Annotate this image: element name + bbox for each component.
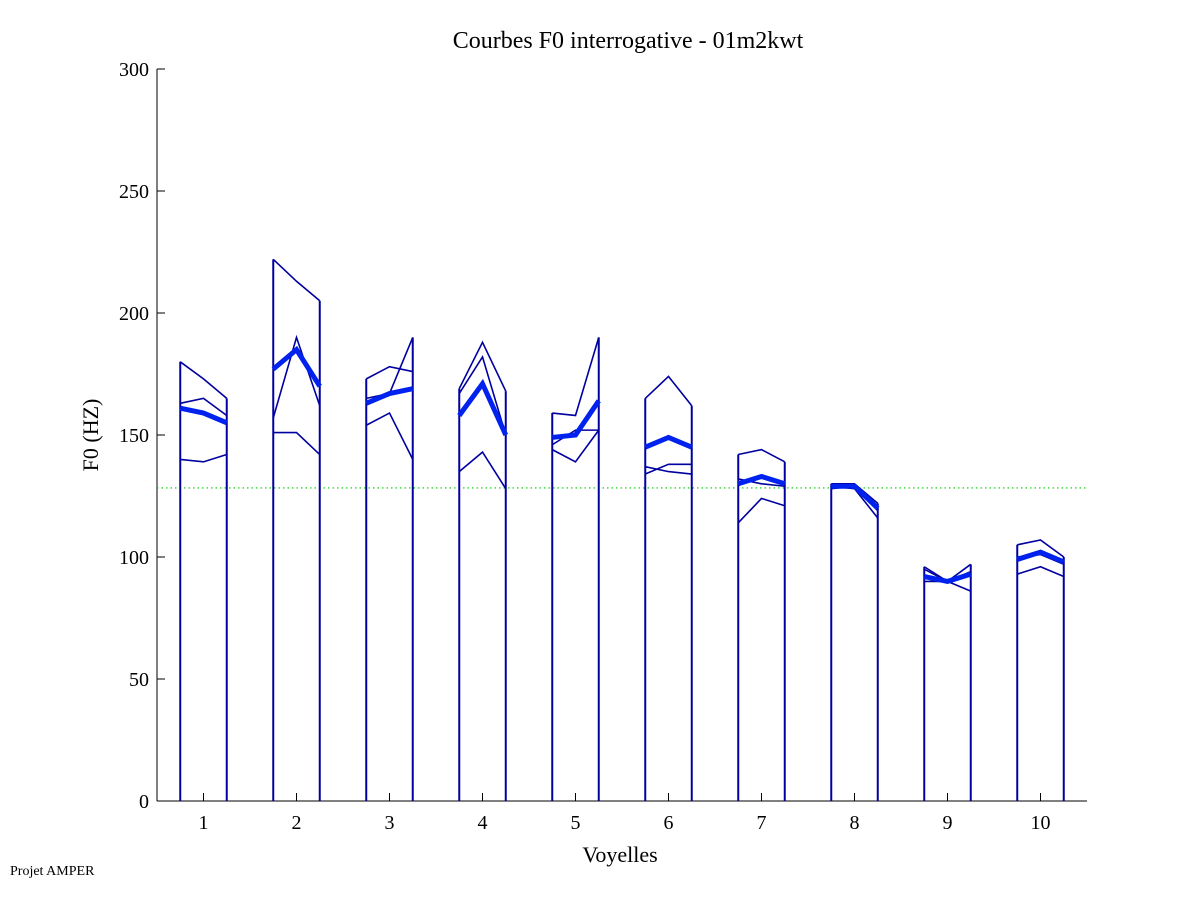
- x-tick-label: 7: [757, 812, 767, 834]
- vowel-group-7: [737, 448, 786, 801]
- f0-curve: [180, 453, 227, 463]
- f0-curve: [273, 431, 321, 456]
- vowel-group-6: [644, 375, 693, 801]
- f0-mean-curve: [551, 399, 601, 440]
- x-axis-label: Voyelles: [582, 842, 657, 867]
- vowel-group-8: [830, 482, 880, 801]
- f0-mean-curve: [457, 378, 509, 437]
- y-tick-label: 0: [139, 791, 149, 813]
- data-marks: [157, 258, 1087, 801]
- f0-curve: [365, 365, 413, 380]
- vowel-group-10: [1016, 539, 1065, 801]
- x-tick-label: 1: [199, 812, 209, 834]
- f0-curve: [551, 429, 600, 463]
- f0-curve: [737, 497, 785, 524]
- f0-curve: [458, 355, 507, 436]
- x-tick-label: 5: [571, 812, 581, 834]
- f0-mean-curve: [923, 571, 972, 584]
- y-axis-label: F0 (HZ): [78, 399, 103, 472]
- y-tick-label: 100: [119, 547, 149, 569]
- x-tick-label: 4: [478, 812, 488, 834]
- f0-mean-curve: [271, 345, 322, 388]
- vowel-group-5: [551, 337, 601, 801]
- f0-curve: [738, 448, 786, 463]
- f0-curve: [458, 450, 507, 490]
- vowel-group-3: [365, 337, 414, 801]
- axes: 0 50 100 150 200 250 300 1 2 3 4 5 6 7 8 9 10: [119, 59, 1087, 834]
- f0-mean-curve: [1016, 549, 1065, 565]
- y-tick-label: 200: [119, 303, 149, 325]
- vowel-group-2: [271, 258, 322, 801]
- footer-credit: Projet AMPER: [10, 864, 95, 879]
- x-tick-label: 3: [385, 812, 395, 834]
- f0-curve: [552, 337, 600, 417]
- y-tick-label: 150: [119, 425, 149, 447]
- f0-curve: [645, 465, 692, 475]
- vowel-group-1: [179, 361, 228, 801]
- x-tick-label: 10: [1031, 812, 1051, 834]
- f0-mean-curve: [179, 405, 228, 426]
- f0-mean-curve: [365, 386, 414, 406]
- f0-curve: [551, 429, 599, 446]
- f0-mean-curve: [737, 473, 786, 487]
- chart-title: Courbes F0 interrogative - 01m2kwt: [453, 28, 804, 54]
- y-tick-label: 50: [129, 669, 149, 691]
- y-tick-label: 250: [119, 181, 149, 203]
- f0-curve: [272, 334, 321, 419]
- f0-curve: [1017, 565, 1065, 578]
- f0-mean-curve: [644, 434, 693, 450]
- vowel-group-4: [457, 340, 509, 801]
- f0-curve: [365, 411, 414, 460]
- f0-curve: [644, 463, 692, 475]
- f0-curve: [179, 361, 228, 400]
- f0-curve: [1017, 539, 1065, 558]
- x-tick-label: 9: [943, 812, 953, 834]
- x-tick-label: 8: [850, 812, 860, 834]
- f0-mean-curve: [831, 483, 880, 511]
- f0-curve: [644, 375, 693, 407]
- f0-curve: [458, 340, 507, 392]
- f0-curve: [272, 258, 321, 302]
- vowel-group-9: [923, 563, 972, 801]
- y-tick-label: 300: [119, 59, 149, 81]
- x-tick-label: 6: [664, 812, 674, 834]
- x-tick-label: 2: [292, 812, 302, 834]
- f0-curve: [180, 397, 228, 417]
